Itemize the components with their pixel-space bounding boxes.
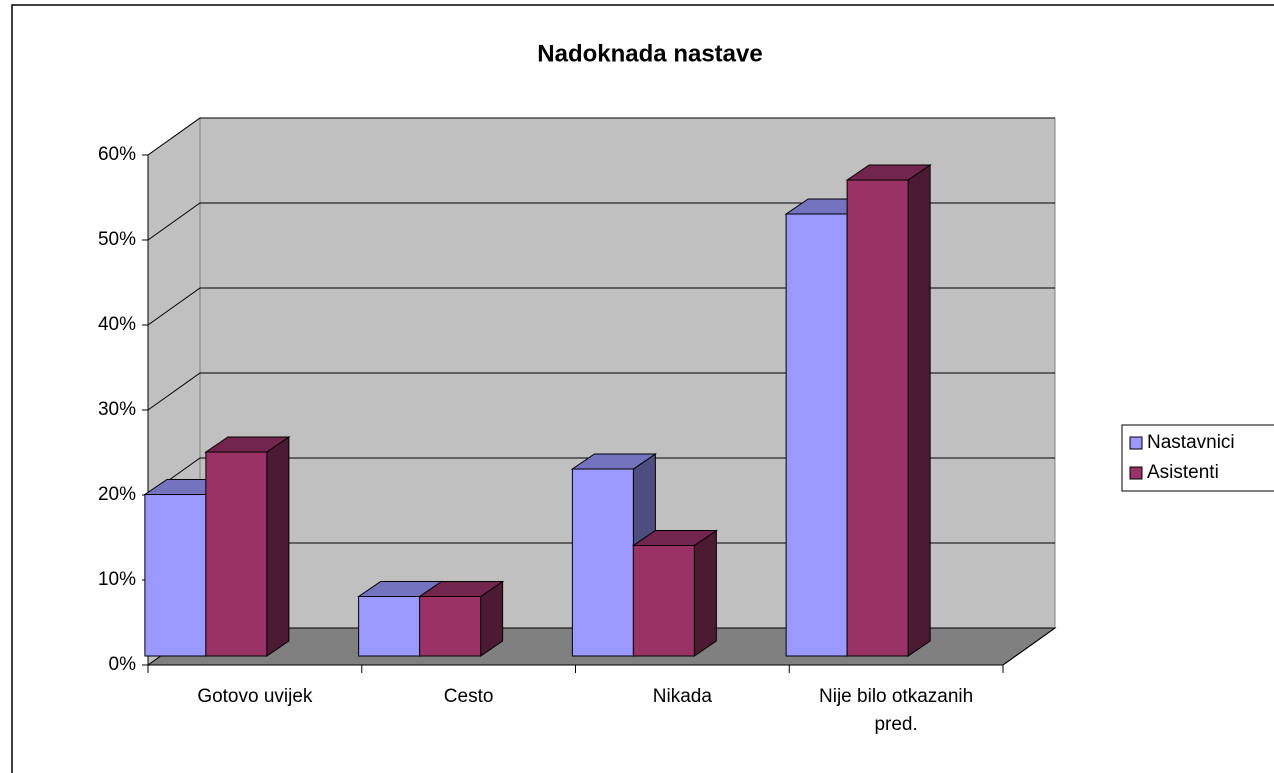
bar-side — [907, 164, 931, 657]
grid-line — [147, 202, 1055, 241]
legend-label: Nastavnici — [1147, 432, 1235, 453]
legend-label: Asistenti — [1147, 462, 1219, 483]
legend-swatch — [1129, 466, 1143, 480]
x-tick-label: Cesto — [443, 686, 494, 707]
y-tick-label: 50% — [98, 229, 136, 250]
legend-swatch — [1129, 436, 1143, 450]
x-tick-label: Gotovo uvijek — [197, 686, 313, 707]
y-tick-label: 40% — [98, 314, 136, 335]
y-tick-label: 60% — [98, 144, 136, 165]
grid-line — [147, 372, 1055, 411]
grid-line — [147, 117, 1055, 156]
y-tick-label: 10% — [98, 569, 136, 590]
bar-side — [693, 529, 717, 657]
bar — [785, 213, 848, 657]
y-tick-label: 30% — [98, 399, 136, 420]
legend-box — [1121, 424, 1274, 492]
bar-side — [266, 436, 290, 657]
floor-edge — [1002, 627, 1056, 666]
chart-title: Nadoknada nastave — [537, 40, 762, 67]
grid-line — [147, 287, 1055, 326]
bar — [205, 451, 268, 657]
bar — [571, 468, 634, 657]
y-tick-label: 20% — [98, 484, 136, 505]
y-tick-label: 0% — [109, 654, 137, 675]
bar — [358, 596, 421, 657]
x-tick-label: Nije bilo otkazanih pred. — [819, 686, 974, 735]
x-tick-label: Nikada — [652, 686, 712, 707]
bar — [419, 596, 482, 657]
bar — [144, 494, 207, 657]
bar — [632, 545, 695, 657]
bar — [846, 179, 909, 657]
